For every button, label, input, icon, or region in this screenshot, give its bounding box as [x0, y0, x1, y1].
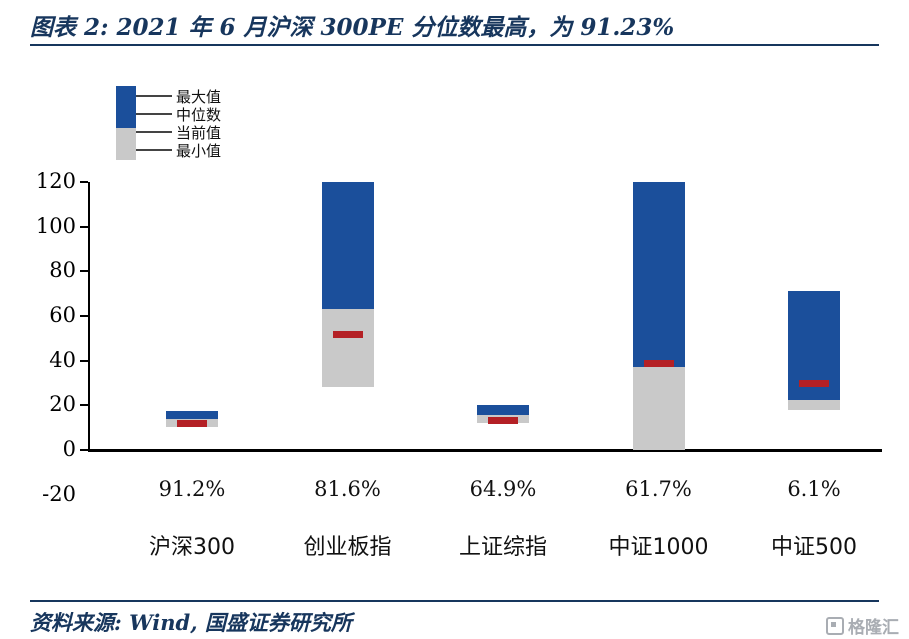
y-tick-label: 40 [49, 347, 76, 372]
legend-bar-max-segment [116, 86, 136, 128]
current-value-marker [332, 330, 363, 338]
footer-divider [30, 600, 879, 602]
category-label: 沪深300 [149, 535, 235, 560]
range-bar-blue [321, 182, 374, 310]
percentile-label: 64.9% [469, 477, 537, 501]
y-tick-mark [80, 449, 88, 451]
percentile-label: 6.1% [787, 477, 841, 501]
y-tick-label: 100 [35, 213, 76, 238]
legend-item-label: 最大值 [176, 88, 222, 106]
y-tick-label: 20 [49, 392, 76, 417]
legend-connector-line [136, 131, 172, 133]
y-tick-mark [80, 315, 88, 317]
x-axis-line [88, 449, 882, 452]
legend-item-label: 当前值 [176, 124, 222, 142]
percentile-label: 61.7% [625, 477, 692, 501]
source-note: 资料来源: Wind, 国盛证券研究所 [30, 610, 352, 635]
watermark-text: 格隆汇 [848, 618, 899, 638]
legend-item-label: 中位数 [176, 106, 222, 124]
current-value-marker [177, 420, 207, 428]
y-tick-label: 120 [35, 169, 76, 193]
y-tick-label: -20 [42, 481, 76, 506]
chart-title: 图表 2: 2021 年 6 月沪深 300PE 分位数最高，为 91.23% [30, 14, 675, 41]
range-bar-blue [632, 182, 685, 368]
range-bar-blue [477, 405, 529, 416]
y-tick-mark [80, 225, 88, 228]
gelonghui-logo-icon [826, 616, 844, 635]
range-bar-gray [321, 309, 374, 388]
watermark: 格隆汇 [826, 613, 899, 638]
legend-item-label: 最小值 [176, 142, 222, 160]
y-tick-mark [80, 270, 88, 273]
y-tick-mark [80, 359, 88, 362]
current-value-marker [799, 380, 829, 387]
range-bar-blue [166, 410, 218, 419]
y-tick-mark [80, 404, 88, 407]
range-bar-gray [632, 367, 685, 450]
y-axis-line [88, 182, 90, 450]
current-value-marker [488, 416, 518, 424]
category-label: 中证500 [771, 535, 857, 560]
category-label: 上证综指 [458, 535, 547, 560]
legend-connector-line [136, 95, 172, 97]
percentile-label: 91.2% [158, 477, 226, 501]
current-value-marker [643, 359, 674, 367]
y-tick-label: 60 [49, 303, 76, 327]
y-tick-mark [80, 181, 88, 183]
category-label: 创业板指 [303, 535, 392, 560]
legend-connector-line [136, 113, 172, 115]
percentile-label: 81.6% [314, 477, 381, 501]
y-tick-label: 80 [49, 258, 76, 283]
legend-connector-line [136, 149, 172, 151]
category-label: 中证1000 [608, 535, 709, 560]
range-bar-gray [788, 399, 840, 410]
title-divider [30, 44, 879, 46]
y-tick-label: 0 [62, 437, 76, 461]
legend-bar-min-segment [116, 128, 136, 160]
